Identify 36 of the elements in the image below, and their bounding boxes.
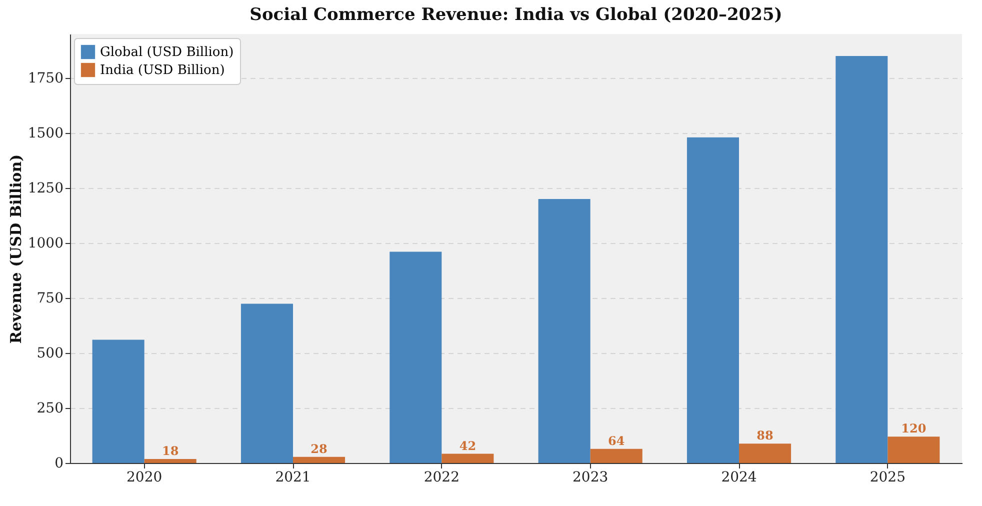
- y-tick-label: 500: [36, 346, 64, 362]
- y-axis-title: Revenue (USD Billion): [6, 154, 25, 344]
- y-tick-label: 250: [36, 400, 64, 416]
- y-tick-label: 1750: [28, 70, 64, 86]
- x-tick-label: 2021: [275, 470, 311, 486]
- y-tick-label: 1250: [28, 180, 64, 196]
- x-tick-label: 2022: [424, 470, 460, 486]
- bar: [836, 56, 888, 463]
- chart-title: Social Commerce Revenue: India vs Global (2020–2025): [250, 5, 782, 25]
- bar: [92, 340, 144, 463]
- bar: [390, 252, 442, 463]
- bar: [538, 199, 590, 463]
- y-tick-label: 0: [54, 456, 64, 472]
- y-tick-label: 750: [36, 290, 64, 306]
- x-tick-label: 2024: [721, 470, 757, 486]
- bar: [442, 454, 494, 463]
- data-label: 42: [459, 438, 476, 453]
- bar: [144, 459, 196, 463]
- data-label: 120: [901, 422, 926, 436]
- data-label: 28: [310, 442, 328, 456]
- legend-label: India (USD Billion): [100, 63, 225, 78]
- x-tick-label: 2025: [870, 470, 906, 486]
- bar: [739, 444, 792, 463]
- bar: [888, 436, 940, 463]
- bar: [590, 448, 642, 463]
- x-tick-label: 2020: [126, 470, 162, 486]
- y-tick-label: 1500: [28, 126, 64, 142]
- data-label: 64: [608, 434, 625, 448]
- bar: [686, 137, 739, 463]
- y-tick-label: 1000: [28, 236, 64, 252]
- bar: [293, 456, 346, 463]
- x-tick-label: 2023: [572, 470, 608, 486]
- data-label: 18: [162, 444, 179, 458]
- data-label: 88: [756, 428, 774, 443]
- bar: [240, 304, 293, 463]
- legend-label: Global (USD Billion): [100, 45, 234, 60]
